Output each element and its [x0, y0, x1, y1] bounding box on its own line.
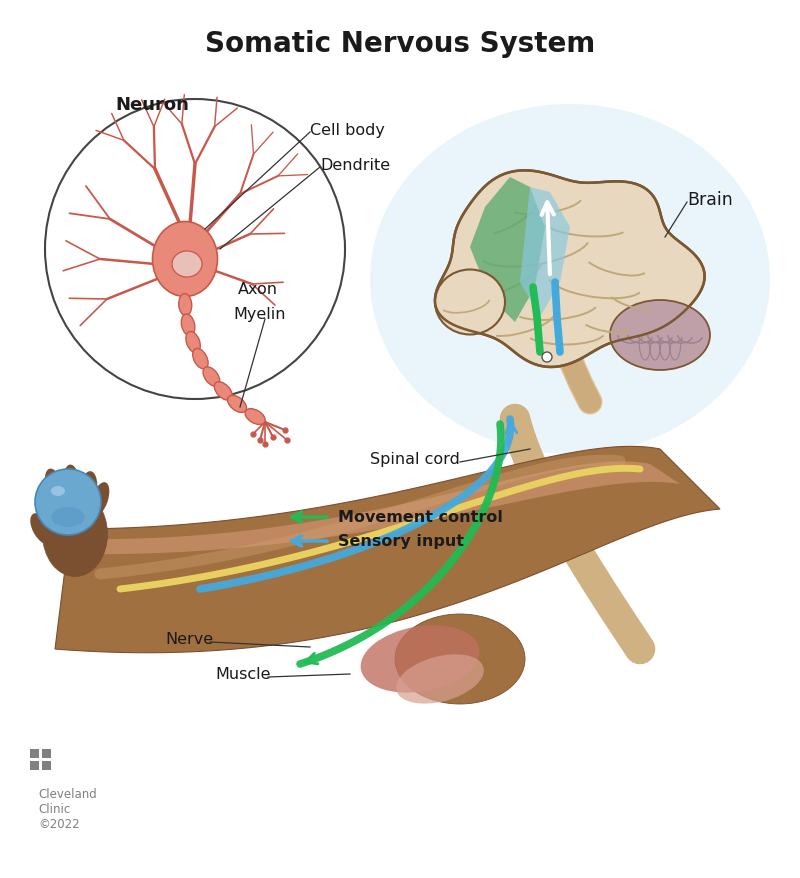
- Text: Somatic Nervous System: Somatic Nervous System: [205, 30, 595, 58]
- Ellipse shape: [51, 486, 65, 496]
- Text: Sensory input: Sensory input: [338, 534, 464, 549]
- Ellipse shape: [214, 382, 232, 400]
- Text: Axon: Axon: [238, 282, 278, 297]
- Text: Muscle: Muscle: [215, 666, 270, 681]
- Ellipse shape: [30, 514, 54, 545]
- Polygon shape: [520, 188, 570, 318]
- Text: Brain: Brain: [687, 191, 733, 209]
- Ellipse shape: [193, 349, 208, 370]
- Text: Spinal cord: Spinal cord: [370, 452, 460, 467]
- Bar: [42, 749, 51, 758]
- Polygon shape: [72, 462, 680, 555]
- Text: Myelin: Myelin: [233, 307, 286, 322]
- Ellipse shape: [395, 615, 525, 704]
- Ellipse shape: [42, 492, 107, 577]
- Circle shape: [45, 100, 345, 399]
- Polygon shape: [470, 178, 545, 322]
- Ellipse shape: [51, 507, 85, 528]
- Ellipse shape: [186, 332, 200, 353]
- Text: Clinic: Clinic: [38, 802, 70, 815]
- Ellipse shape: [172, 252, 202, 277]
- Ellipse shape: [78, 471, 98, 511]
- Text: ©2022: ©2022: [38, 817, 80, 830]
- Ellipse shape: [182, 314, 195, 336]
- Circle shape: [35, 470, 101, 536]
- Ellipse shape: [227, 396, 246, 413]
- Text: Dendrite: Dendrite: [320, 157, 390, 172]
- Ellipse shape: [245, 409, 265, 425]
- Text: Cleveland: Cleveland: [38, 787, 97, 800]
- Text: Movement control: Movement control: [338, 510, 503, 525]
- Circle shape: [542, 353, 552, 363]
- Text: Nerve: Nerve: [165, 632, 213, 647]
- Ellipse shape: [45, 469, 66, 510]
- Ellipse shape: [370, 104, 770, 455]
- Bar: [30, 749, 39, 758]
- Polygon shape: [55, 447, 720, 653]
- Ellipse shape: [90, 483, 110, 516]
- Text: Neuron: Neuron: [115, 96, 189, 114]
- Bar: [42, 761, 51, 770]
- Ellipse shape: [63, 465, 81, 510]
- Polygon shape: [435, 171, 705, 368]
- Ellipse shape: [153, 222, 218, 297]
- Ellipse shape: [396, 655, 484, 704]
- Ellipse shape: [361, 626, 479, 693]
- Ellipse shape: [178, 294, 192, 316]
- Bar: [30, 761, 39, 770]
- Text: Cell body: Cell body: [310, 122, 385, 137]
- Ellipse shape: [435, 270, 505, 335]
- Ellipse shape: [203, 368, 220, 386]
- Ellipse shape: [610, 300, 710, 371]
